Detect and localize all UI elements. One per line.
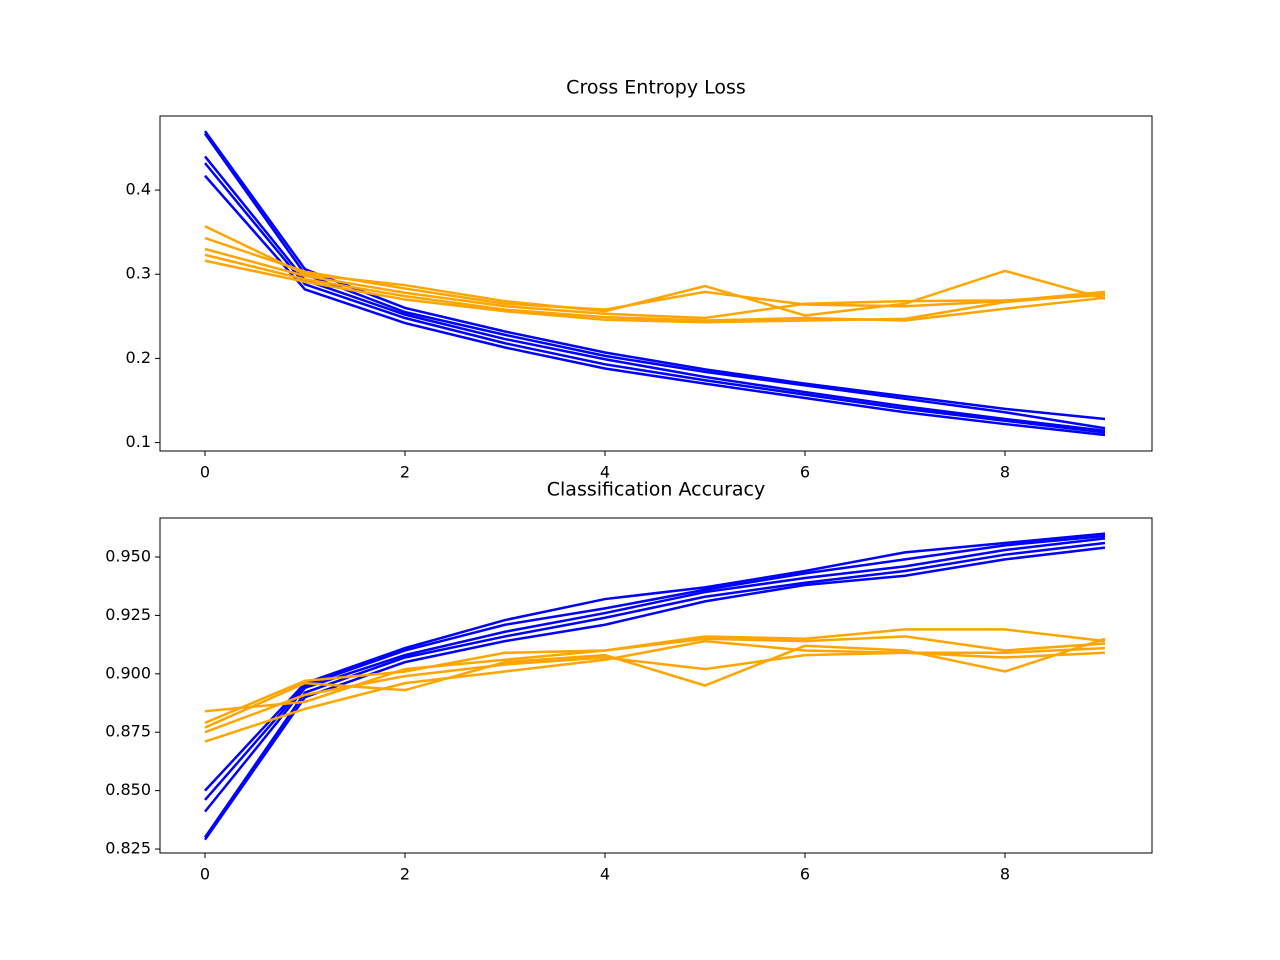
y-tick-label: 0.875 xyxy=(105,722,151,741)
series-line xyxy=(204,155,1106,433)
x-tick-label: 2 xyxy=(400,463,410,482)
x-tick-label: 4 xyxy=(600,865,610,884)
x-tick-label: 8 xyxy=(1000,865,1010,884)
x-tick-label: 4 xyxy=(600,463,610,482)
x-tick-label: 6 xyxy=(800,463,810,482)
y-tick-label: 0.825 xyxy=(105,839,151,858)
y-tick-label: 0.1 xyxy=(126,432,151,451)
y-tick-label: 0.900 xyxy=(105,663,151,682)
series-line xyxy=(204,162,1106,434)
x-tick-label: 6 xyxy=(800,865,810,884)
y-tick-label: 0.2 xyxy=(126,348,151,367)
x-tick-label: 0 xyxy=(200,865,210,884)
y-tick-label: 0.950 xyxy=(105,547,151,566)
chart-title: Cross Entropy Loss xyxy=(566,77,746,99)
y-tick-label: 0.925 xyxy=(105,605,151,624)
axes-frame xyxy=(159,517,1153,854)
y-tick-label: 0.3 xyxy=(126,264,151,283)
series-line xyxy=(204,174,1106,437)
series-line xyxy=(204,236,1106,311)
y-tick-label: 0.850 xyxy=(105,780,151,799)
series-line xyxy=(204,532,1106,792)
series-line xyxy=(203,546,1106,841)
y-tick-label: 0.4 xyxy=(126,180,151,199)
series-line xyxy=(204,537,1106,813)
series-line xyxy=(203,132,1106,430)
series-line xyxy=(204,635,1106,725)
series-line xyxy=(204,247,1106,320)
chart-title: Classification Accuracy xyxy=(547,479,766,501)
series-line xyxy=(204,253,1106,322)
series-line xyxy=(204,639,1106,743)
x-tick-label: 2 xyxy=(400,865,410,884)
series-line xyxy=(204,259,1106,324)
axes-frame xyxy=(159,115,1153,452)
x-tick-label: 0 xyxy=(200,463,210,482)
series-line xyxy=(204,534,1106,801)
x-tick-label: 8 xyxy=(1000,463,1010,482)
series-line xyxy=(204,646,1106,734)
